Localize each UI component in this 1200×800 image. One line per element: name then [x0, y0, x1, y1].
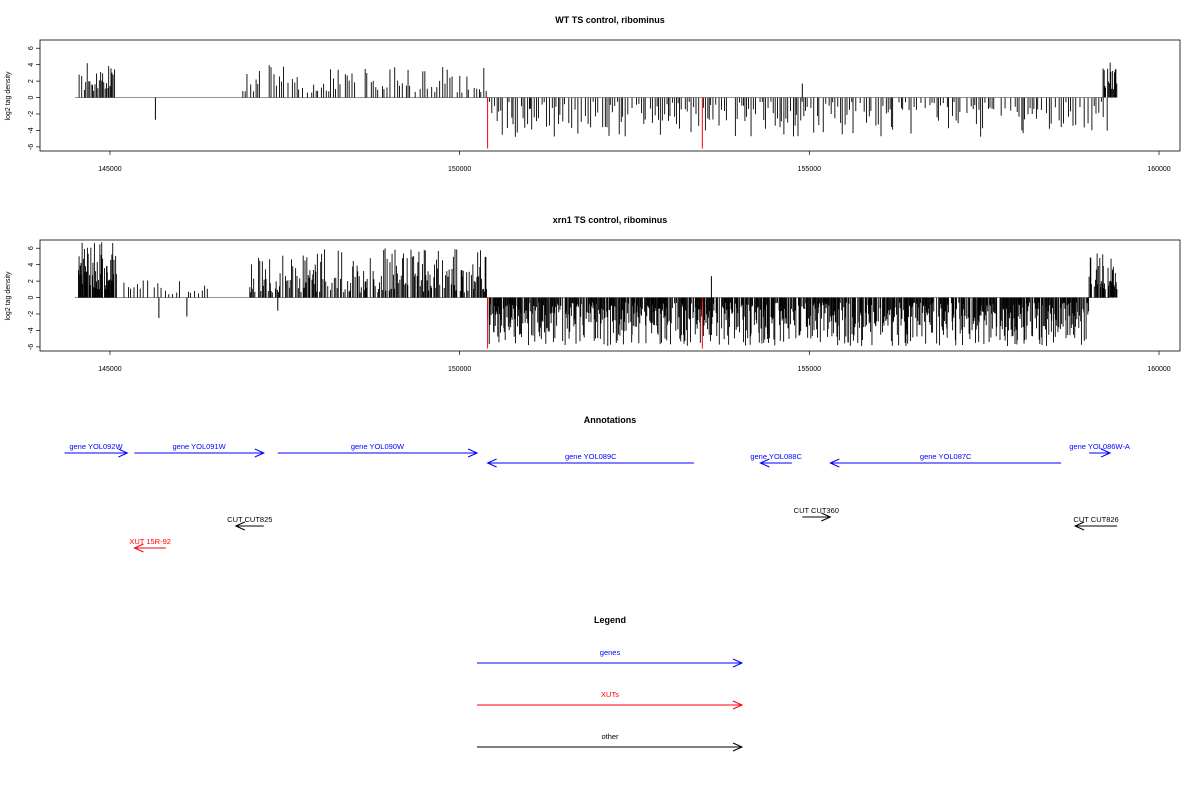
annotation-arrow	[829, 458, 1062, 468]
annotation-label: gene YOL092W	[69, 442, 123, 451]
y-tick-label: 2	[28, 279, 35, 283]
annotation-arrow	[134, 448, 266, 458]
annotation-label: CUT CUT826	[1073, 515, 1118, 524]
annotation-arrow	[277, 448, 479, 458]
y-tick-label: 6	[28, 46, 35, 50]
annotation-label: gene YOL088C	[750, 452, 802, 461]
y-tick-label: -4	[28, 327, 35, 333]
annotation-label: gene YOL091W	[172, 442, 226, 451]
y-tick-label: 0	[28, 296, 35, 300]
legend-label: other	[601, 732, 619, 741]
legend-arrow	[477, 658, 744, 668]
x-tick-label: 155000	[798, 166, 821, 173]
annotation-arrow	[486, 458, 694, 468]
legend-title: Legend	[594, 615, 626, 625]
legend-arrow	[477, 742, 744, 752]
wt-plot-frame	[39, 39, 1181, 152]
annotation-label: CUT CUT825	[227, 515, 272, 524]
x-tick-label: 150000	[448, 366, 471, 373]
xrn1-y-axis-label: log2 tag density	[5, 271, 12, 321]
legend-items: genes XUTs other	[477, 648, 744, 752]
x-tick-label: 145000	[98, 166, 121, 173]
y-tick-label: -2	[28, 311, 35, 317]
x-tick-label: 160000	[1147, 166, 1170, 173]
wt-track-panel: WT TS control, ribominus log2 tag densit…	[5, 15, 1181, 173]
xrn1-plot-frame	[39, 239, 1181, 352]
wt-axes: -6 -4 -2 0 2 4 6 145000 150000 155000 160000	[28, 46, 1171, 173]
annotation-label: XUT 15R-92	[129, 537, 171, 546]
annotation-arrow	[1073, 521, 1118, 531]
wt-y-axis-label: log2 tag density	[5, 71, 12, 121]
y-tick-label: 0	[28, 96, 35, 100]
y-tick-label: -2	[28, 111, 35, 117]
annotation-label: CUT CUT360	[794, 506, 839, 515]
y-tick-label: 6	[28, 246, 35, 250]
xrn1-track-title: xrn1 TS control, ribominus	[553, 215, 668, 225]
x-tick-label: 145000	[98, 366, 121, 373]
y-tick-label: -4	[28, 127, 35, 133]
x-tick-label: 160000	[1147, 366, 1170, 373]
wt-track-title: WT TS control, ribominus	[555, 15, 665, 25]
y-tick-label: 4	[28, 63, 35, 67]
xrn1-track-panel: xrn1 TS control, ribominus log2 tag dens…	[5, 215, 1181, 373]
annotation-arrow	[802, 512, 832, 522]
annotation-label: gene YOL087C	[920, 452, 972, 461]
legend-label: genes	[600, 648, 621, 657]
annotation-label: gene YOL086W-A	[1069, 442, 1130, 451]
annotation-arrow	[64, 448, 129, 458]
legend-panel: Legend genes XUTs other	[477, 615, 744, 752]
y-tick-label: 2	[28, 79, 35, 83]
annotation-arrow	[234, 521, 264, 531]
annotations-title: Annotations	[584, 415, 637, 425]
legend-label: XUTs	[601, 690, 619, 699]
y-tick-label: -6	[28, 144, 35, 150]
x-tick-label: 150000	[448, 166, 471, 173]
legend-arrow	[477, 700, 744, 710]
annotation-label: gene YOL089C	[565, 452, 617, 461]
annotation-items: gene YOL092W gene YOL091W gene YOL090W gene…	[64, 442, 1130, 553]
xrn1-bars	[74, 242, 1118, 349]
annotation-label: gene YOL090W	[351, 442, 405, 451]
annotation-arrow	[133, 543, 166, 553]
x-tick-label: 155000	[798, 366, 821, 373]
xrn1-axes: -6 -4 -2 0 2 4 6 145000 150000 155000 160000	[28, 246, 1171, 373]
y-tick-label: -6	[28, 344, 35, 350]
annotation-arrow	[759, 458, 792, 468]
y-tick-label: 4	[28, 263, 35, 267]
annotations-panel: Annotations gene YOL092W gene YOL091W gene…	[64, 415, 1130, 553]
wt-bars	[74, 62, 1118, 149]
annotation-arrow	[1089, 448, 1112, 458]
